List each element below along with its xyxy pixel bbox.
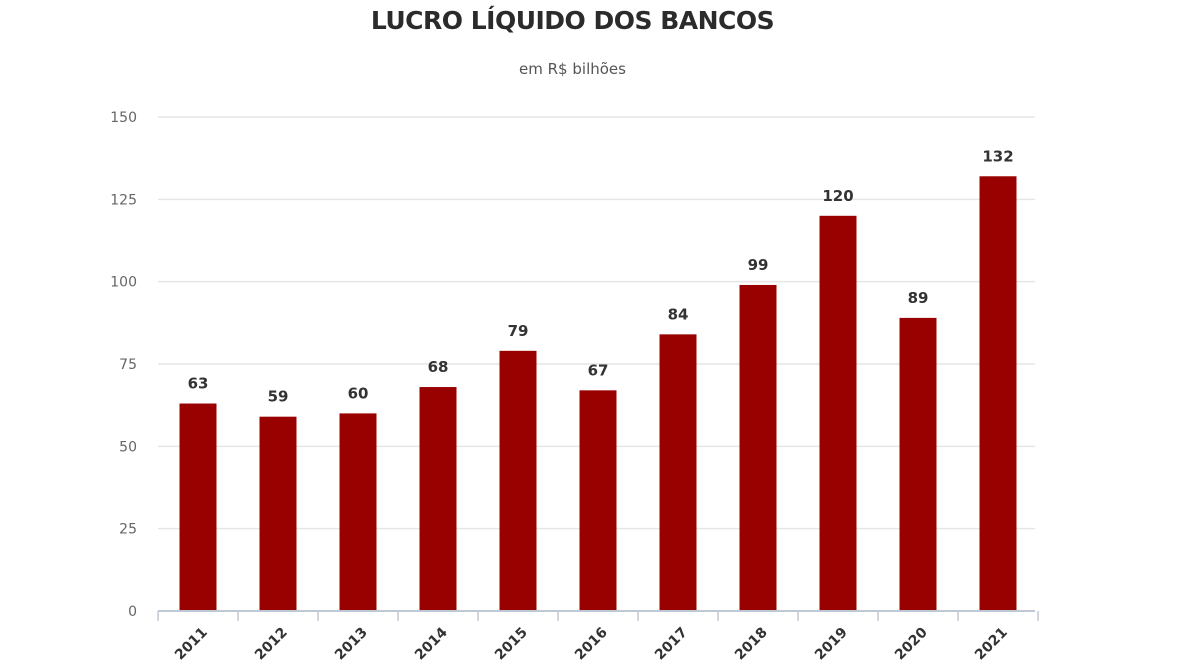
- chart-subtitle: em R$ bilhões: [519, 60, 626, 78]
- chart-title: LUCRO LÍQUIDO DOS BANCOS: [370, 6, 775, 35]
- x-tick-label-2014: 2014: [412, 624, 451, 663]
- x-tick-label-2019: 2019: [812, 625, 851, 664]
- bar-2018: [739, 284, 777, 611]
- data-label-2017: 84: [668, 305, 689, 323]
- data-labels: 63 59 60 68 79 67 84 99 120 89 132: [188, 147, 1014, 405]
- bar-2015: [499, 350, 537, 611]
- x-tick-label-2016: 2016: [572, 625, 611, 664]
- data-label-2013: 60: [348, 384, 369, 402]
- x-tick-label-2012: 2012: [252, 625, 291, 664]
- bar-2016: [579, 390, 617, 611]
- x-axis: 2011 2012 2013 2014 2015 2016 2017 2018 2019 2020…: [157, 610, 1039, 664]
- bar-2020: [899, 317, 937, 611]
- data-label-2020: 89: [908, 289, 929, 307]
- bar-2019: [819, 215, 857, 612]
- bar-2021: [979, 176, 1017, 611]
- x-tick-label-2017: 2017: [652, 625, 691, 664]
- x-tick-label-2020: 2020: [892, 624, 931, 663]
- data-label-2018: 99: [748, 256, 769, 274]
- data-label-2012: 59: [268, 388, 289, 406]
- y-axis: 0 25 50 75 100 125 150: [110, 110, 137, 620]
- bar-2011: [179, 403, 217, 611]
- x-tick-label-2021: 2021: [972, 625, 1011, 664]
- y-tick-label: 125: [110, 192, 137, 208]
- data-label-2021: 132: [982, 147, 1013, 165]
- x-tick-label-2018: 2018: [732, 625, 771, 664]
- bar-2017: [659, 334, 697, 611]
- y-tick-label: 25: [119, 522, 137, 538]
- y-tick-label: 100: [110, 275, 137, 291]
- data-label-2016: 67: [588, 361, 609, 379]
- y-tick-label: 150: [110, 110, 137, 126]
- y-tick-label: 75: [119, 357, 137, 373]
- data-label-2015: 79: [508, 322, 529, 340]
- x-tick-label-2013: 2013: [332, 625, 371, 664]
- data-label-2019: 120: [822, 187, 853, 205]
- x-tick-label-2015: 2015: [492, 625, 531, 664]
- y-tick-label: 0: [128, 604, 137, 620]
- bar-2012: [259, 416, 297, 611]
- y-tick-label: 50: [119, 439, 137, 455]
- bar-2014: [419, 387, 457, 611]
- data-label-2011: 63: [188, 375, 209, 393]
- bars: [179, 176, 1017, 612]
- x-tick-label-2011: 2011: [172, 625, 211, 664]
- data-label-2014: 68: [428, 358, 449, 376]
- bar-2013: [339, 413, 377, 611]
